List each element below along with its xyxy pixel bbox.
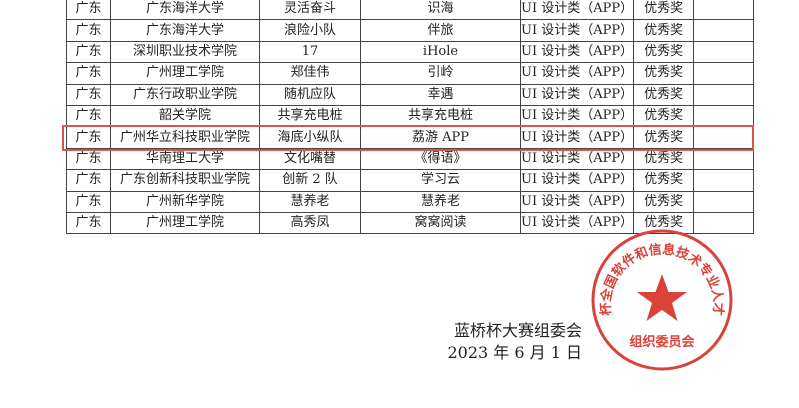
table-cell: 海底小纵队 — [259, 126, 361, 149]
table-cell — [693, 126, 755, 149]
table-cell: 优秀奖 — [633, 83, 695, 106]
table-cell: 广州华立科技职业学院 — [110, 126, 260, 149]
table-cell: 共享充电桩 — [259, 104, 361, 128]
table-cell: 荔游 APP — [360, 126, 521, 149]
table-cell: UI 设计类（APP） — [519, 126, 635, 149]
table-cell: 优秀奖 — [633, 104, 695, 128]
table-cell: 广东 — [66, 211, 111, 235]
table-cell: 广东海洋大学 — [110, 19, 260, 42]
table-cell: UI 设计类（APP） — [519, 62, 635, 85]
table-row: 广东 广东海洋大学 灵活奋斗 识海 UI 设计类（APP） 优秀奖 — [66, 0, 755, 21]
table-cell: UI 设计类（APP） — [519, 40, 635, 64]
table-cell — [693, 62, 755, 85]
table-cell: 广东 — [66, 40, 111, 64]
table-cell — [693, 169, 755, 192]
table-cell: 优秀奖 — [633, 169, 695, 192]
table-row: 广东 深圳职业技术学院 17 iHole UI 设计类（APP） 优秀奖 — [66, 40, 755, 64]
table-cell — [693, 104, 755, 128]
table-row: 广东 广东创新科技职业学院 创新 2 队学习云 UI 设计类（APP） 优秀奖 — [66, 169, 755, 192]
table-row: 广东 广州理工学院 高秀凤 窝窝阅读 UI 设计类（APP） 优秀奖 — [66, 211, 755, 235]
table-row: 广东 广东行政职业学院 随机应队 幸遇 UI 设计类（APP） 优秀奖 — [66, 83, 755, 106]
table-cell: 窝窝阅读 — [360, 211, 521, 235]
table-cell: UI 设计类（APP） — [519, 211, 635, 235]
table-cell: 优秀奖 — [633, 0, 695, 21]
table-cell: 慧养老 — [360, 190, 521, 213]
table-cell — [693, 147, 755, 171]
table-cell: 《得语》 — [360, 147, 521, 171]
table-cell: 慧养老 — [259, 190, 361, 213]
official-seal: 蓝桥杯全国软件和信息技术专业人才大赛 组织委员会 — [590, 228, 733, 371]
table-cell: UI 设计类（APP） — [519, 147, 635, 171]
table-cell: 幸遇 — [360, 83, 521, 106]
table-cell: 广东 — [66, 62, 111, 85]
table-cell: 优秀奖 — [633, 19, 695, 42]
table-cell: 广东 — [66, 147, 111, 171]
table-row: 广东 广东海洋大学 浪险小队 伴旅 UI 设计类（APP） 优秀奖 — [66, 19, 755, 42]
table-cell: 学习云 — [360, 169, 521, 192]
table-cell: 伴旅 — [360, 19, 521, 42]
table-cell: 广东 — [66, 126, 111, 149]
table-cell: iHole — [360, 40, 521, 64]
table-cell: 灵活奋斗 — [259, 0, 361, 21]
table-cell — [693, 211, 755, 235]
table-cell: 引岭 — [360, 62, 521, 85]
table-cell — [693, 19, 755, 42]
table-cell: 广东 — [66, 104, 111, 128]
table-cell: UI 设计类（APP） — [519, 104, 635, 128]
table-cell: 优秀奖 — [633, 147, 695, 171]
table-cell: 深圳职业技术学院 — [110, 40, 260, 64]
table-cell: 优秀奖 — [633, 190, 695, 213]
table-row: 广东 韶关学院 共享充电桩 共享充电桩 UI 设计类（APP） 优秀奖 — [66, 104, 755, 128]
table-cell — [693, 40, 755, 64]
table-cell: 优秀奖 — [633, 126, 695, 149]
table-cell: 广东海洋大学 — [110, 0, 260, 21]
table-cell: 随机应队 — [259, 83, 361, 106]
signature-block: 蓝桥杯大赛组委会 2023 年 6 月 1 日 — [436, 320, 582, 364]
table-cell: 广东 — [66, 169, 111, 192]
table-row: 广东 华南理工大学 文化嘴替 《得语》 UI 设计类（APP） 优秀奖 — [66, 147, 755, 171]
table-cell: 广东 — [66, 0, 111, 21]
table-cell: UI 设计类（APP） — [519, 83, 635, 106]
table-row: 广东 广州理工学院 郑佳伟 引岭 UI 设计类（APP） 优秀奖 — [66, 62, 755, 85]
table-cell: 广东 — [66, 83, 111, 106]
issue-date: 2023 年 6 月 1 日 — [447, 343, 582, 362]
table-cell: 识海 — [360, 0, 521, 21]
seal-inner-text: 组织委员会 — [629, 334, 695, 350]
table-cell: 17 — [259, 40, 361, 64]
table-cell: 优秀奖 — [633, 62, 695, 85]
awards-table: 广东 广东海洋大学 灵活奋斗 识海 UI 设计类（APP） 优秀奖 广东 广东海洋大学 浪险小队… — [66, 0, 755, 235]
table-cell: 郑佳伟 — [259, 62, 361, 85]
table-cell: 创新 2 队 — [259, 169, 361, 192]
table-cell: 广州理工学院 — [110, 211, 260, 235]
table-cell: 文化嘴替 — [259, 147, 361, 171]
table-row: 广东 广州新华学院 慧养老 慧养老 UI 设计类（APP） 优秀奖 — [66, 190, 755, 213]
table-cell: UI 设计类（APP） — [519, 19, 635, 42]
table-row: 广东 广州华立科技职业学院 海底小纵队 荔游 APP UI 设计类（APP） 优秀奖 — [66, 126, 755, 149]
table-cell: 广州理工学院 — [110, 62, 260, 85]
table-cell — [693, 83, 755, 106]
star-icon — [637, 274, 687, 321]
table-cell: 广州新华学院 — [110, 190, 260, 213]
table-cell: 广东 — [66, 190, 111, 213]
table-cell: 高秀凤 — [259, 211, 361, 235]
table-cell: UI 设计类（APP） — [519, 190, 635, 213]
table-cell: UI 设计类（APP） — [519, 169, 635, 192]
table-cell: 优秀奖 — [633, 211, 695, 235]
table-cell: 广东 — [66, 19, 111, 42]
table-cell: 共享充电桩 — [360, 104, 521, 128]
table-cell — [693, 190, 755, 213]
table-cell — [693, 0, 755, 21]
table-cell: 广东创新科技职业学院 — [110, 169, 260, 192]
organizer-name: 蓝桥杯大赛组委会 — [453, 321, 582, 340]
table-cell: 浪险小队 — [259, 19, 361, 42]
table-cell: 广东行政职业学院 — [110, 83, 260, 106]
table-cell: 优秀奖 — [633, 40, 695, 64]
table-cell: UI 设计类（APP） — [519, 0, 635, 21]
table-cell: 韶关学院 — [110, 104, 260, 128]
table-cell: 华南理工大学 — [110, 147, 260, 171]
